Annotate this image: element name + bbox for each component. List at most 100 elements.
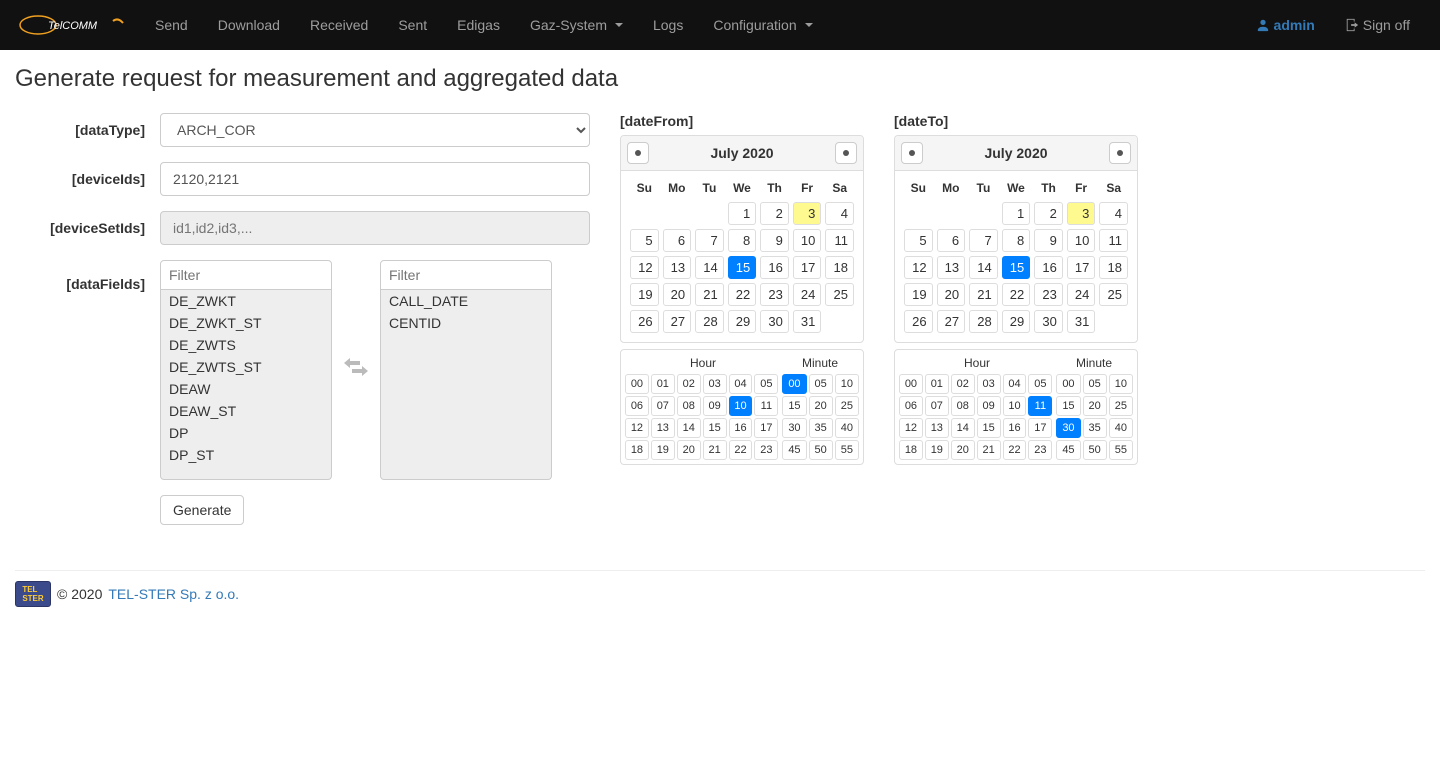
time-cell[interactable]: 02 bbox=[677, 374, 701, 394]
time-cell[interactable]: 20 bbox=[809, 396, 833, 416]
calendar-day[interactable]: 3 bbox=[793, 202, 822, 225]
time-cell[interactable]: 11 bbox=[1028, 396, 1052, 416]
list-item[interactable]: DE_ZWKT bbox=[161, 290, 331, 312]
calendar-day[interactable]: 29 bbox=[728, 310, 757, 333]
time-cell[interactable]: 35 bbox=[1083, 418, 1107, 438]
nav-item-configuration[interactable]: Configuration bbox=[698, 2, 827, 48]
time-cell[interactable]: 05 bbox=[1028, 374, 1052, 394]
deviceids-input[interactable] bbox=[160, 162, 590, 196]
time-cell[interactable]: 13 bbox=[925, 418, 949, 438]
calendar-day[interactable]: 13 bbox=[937, 256, 966, 279]
generate-button[interactable]: Generate bbox=[160, 495, 244, 525]
calendar-day[interactable]: 17 bbox=[1067, 256, 1096, 279]
time-cell[interactable]: 03 bbox=[703, 374, 727, 394]
time-cell[interactable]: 15 bbox=[1056, 396, 1080, 416]
time-cell[interactable]: 25 bbox=[1109, 396, 1133, 416]
calendar-day[interactable]: 23 bbox=[1034, 283, 1063, 306]
calendar-day[interactable]: 15 bbox=[1002, 256, 1031, 279]
time-cell[interactable]: 04 bbox=[1003, 374, 1027, 394]
calendar-day[interactable]: 25 bbox=[825, 283, 854, 306]
time-cell[interactable]: 17 bbox=[754, 418, 778, 438]
calendar-day[interactable]: 18 bbox=[1099, 256, 1128, 279]
time-cell[interactable]: 55 bbox=[835, 440, 859, 460]
right-listbox[interactable]: CALL_DATECENTID bbox=[380, 290, 552, 480]
list-item[interactable]: DE_ZWTS_ST bbox=[161, 356, 331, 378]
calendar-day[interactable]: 26 bbox=[904, 310, 933, 333]
calendar-day[interactable]: 8 bbox=[728, 229, 757, 252]
prev-month-button[interactable] bbox=[627, 142, 649, 164]
calendar-day[interactable]: 9 bbox=[1034, 229, 1063, 252]
next-month-button[interactable] bbox=[835, 142, 857, 164]
left-filter-input[interactable] bbox=[160, 260, 332, 290]
nav-item-sent[interactable]: Sent bbox=[383, 2, 442, 48]
calendar-day[interactable]: 22 bbox=[728, 283, 757, 306]
time-cell[interactable]: 25 bbox=[835, 396, 859, 416]
calendar-day[interactable]: 30 bbox=[1034, 310, 1063, 333]
list-item[interactable]: DE_ZWKT_ST bbox=[161, 312, 331, 334]
calendar-day[interactable]: 1 bbox=[1002, 202, 1031, 225]
time-cell[interactable]: 09 bbox=[703, 396, 727, 416]
calendar-day[interactable]: 17 bbox=[793, 256, 822, 279]
calendar-day[interactable]: 14 bbox=[969, 256, 998, 279]
nav-item-send[interactable]: Send bbox=[140, 2, 203, 48]
calendar-day[interactable]: 13 bbox=[663, 256, 692, 279]
time-cell[interactable]: 16 bbox=[729, 418, 753, 438]
time-cell[interactable]: 45 bbox=[1056, 440, 1080, 460]
time-cell[interactable]: 20 bbox=[951, 440, 975, 460]
time-cell[interactable]: 11 bbox=[754, 396, 778, 416]
time-cell[interactable]: 12 bbox=[899, 418, 923, 438]
time-cell[interactable]: 08 bbox=[677, 396, 701, 416]
calendar-day[interactable]: 28 bbox=[969, 310, 998, 333]
calendar-day[interactable]: 19 bbox=[630, 283, 659, 306]
calendar-day[interactable]: 28 bbox=[695, 310, 724, 333]
time-cell[interactable]: 10 bbox=[835, 374, 859, 394]
time-cell[interactable]: 22 bbox=[1003, 440, 1027, 460]
time-cell[interactable]: 12 bbox=[625, 418, 649, 438]
calendar-day[interactable]: 11 bbox=[825, 229, 854, 252]
time-cell[interactable]: 01 bbox=[651, 374, 675, 394]
calendar-day[interactable]: 22 bbox=[1002, 283, 1031, 306]
time-cell[interactable]: 00 bbox=[899, 374, 923, 394]
time-cell[interactable]: 15 bbox=[703, 418, 727, 438]
calendar-day[interactable]: 19 bbox=[904, 283, 933, 306]
calendar-day[interactable]: 24 bbox=[1067, 283, 1096, 306]
time-cell[interactable]: 10 bbox=[729, 396, 753, 416]
brand-logo[interactable]: TelCOMM bbox=[15, 10, 130, 40]
calendar-day[interactable]: 6 bbox=[663, 229, 692, 252]
calendar-day[interactable]: 21 bbox=[695, 283, 724, 306]
time-cell[interactable]: 15 bbox=[977, 418, 1001, 438]
time-cell[interactable]: 18 bbox=[899, 440, 923, 460]
calendar-day[interactable]: 23 bbox=[760, 283, 789, 306]
time-cell[interactable]: 55 bbox=[1109, 440, 1133, 460]
time-cell[interactable]: 10 bbox=[1109, 374, 1133, 394]
time-cell[interactable]: 20 bbox=[1083, 396, 1107, 416]
nav-item-gaz-system[interactable]: Gaz-System bbox=[515, 2, 638, 48]
time-cell[interactable]: 07 bbox=[925, 396, 949, 416]
calendar-day[interactable]: 5 bbox=[904, 229, 933, 252]
time-cell[interactable]: 40 bbox=[1109, 418, 1133, 438]
list-item[interactable]: DP_ST bbox=[161, 444, 331, 466]
time-cell[interactable]: 08 bbox=[951, 396, 975, 416]
time-cell[interactable]: 22 bbox=[729, 440, 753, 460]
time-cell[interactable]: 18 bbox=[625, 440, 649, 460]
time-cell[interactable]: 03 bbox=[977, 374, 1001, 394]
time-cell[interactable]: 05 bbox=[1083, 374, 1107, 394]
nav-item-received[interactable]: Received bbox=[295, 2, 383, 48]
time-cell[interactable]: 02 bbox=[951, 374, 975, 394]
right-filter-input[interactable] bbox=[380, 260, 552, 290]
calendar-day[interactable]: 27 bbox=[663, 310, 692, 333]
time-cell[interactable]: 19 bbox=[651, 440, 675, 460]
nav-item-logs[interactable]: Logs bbox=[638, 2, 698, 48]
calendar-day[interactable]: 12 bbox=[904, 256, 933, 279]
time-cell[interactable]: 05 bbox=[809, 374, 833, 394]
user-link[interactable]: admin bbox=[1241, 2, 1330, 48]
calendar-day[interactable]: 3 bbox=[1067, 202, 1096, 225]
time-cell[interactable]: 13 bbox=[651, 418, 675, 438]
time-cell[interactable]: 15 bbox=[782, 396, 806, 416]
datatype-select[interactable]: ARCH_COR bbox=[160, 113, 590, 147]
signoff-link[interactable]: Sign off bbox=[1330, 2, 1425, 48]
time-cell[interactable]: 00 bbox=[1056, 374, 1080, 394]
calendar-day[interactable]: 21 bbox=[969, 283, 998, 306]
calendar-day[interactable]: 30 bbox=[760, 310, 789, 333]
calendar-day[interactable]: 15 bbox=[728, 256, 757, 279]
